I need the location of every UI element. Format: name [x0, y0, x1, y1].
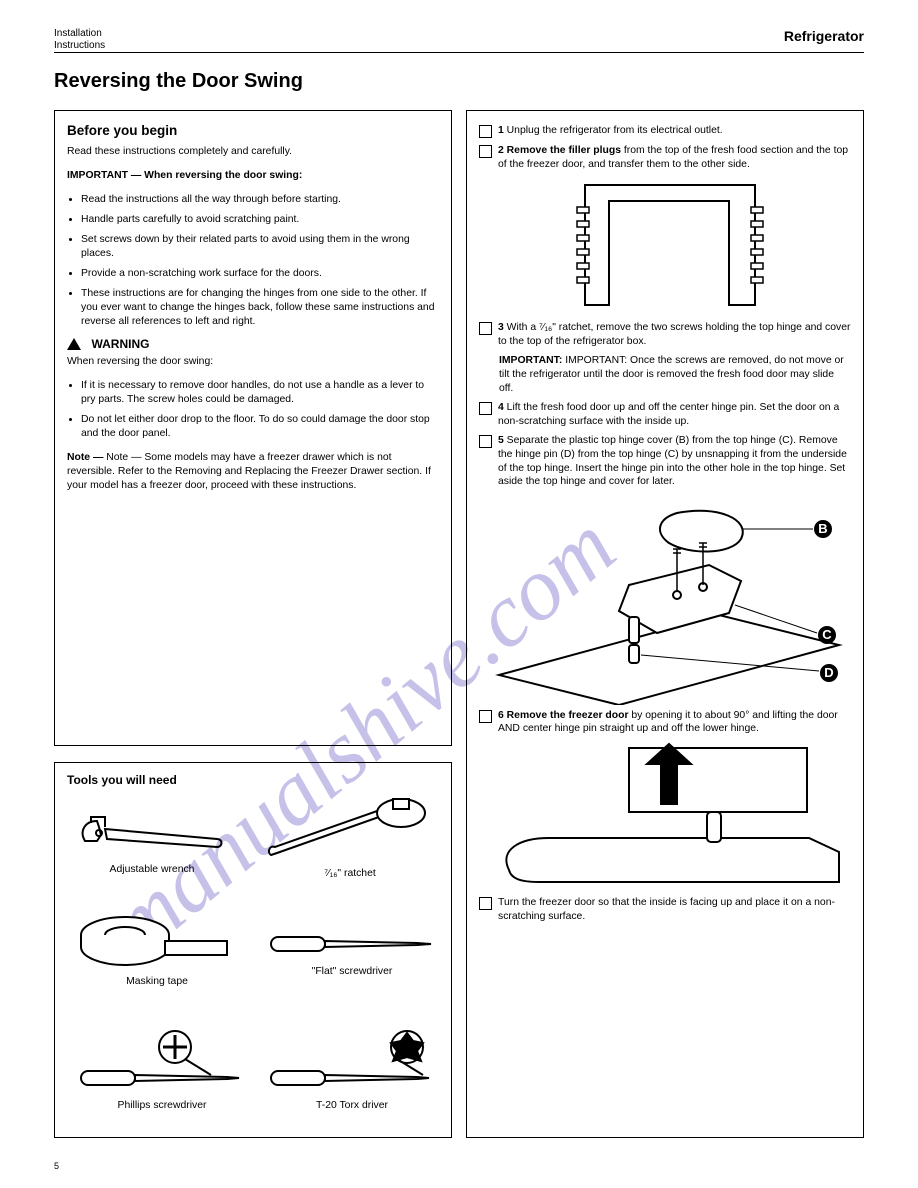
step-num: 4: [498, 402, 507, 413]
fig-remove-freezer-door: [479, 742, 849, 892]
ratchet-icon: [265, 793, 435, 863]
warning-icon: [67, 338, 81, 350]
tools-title: Tools you will need: [67, 773, 439, 787]
tool-label: Adjustable wrench: [77, 863, 227, 876]
flat-screwdriver-icon: [267, 927, 437, 961]
tools-box: Tools you will need Adjustable wrench: [54, 762, 452, 1138]
header-left: Installation Instructions: [54, 28, 864, 52]
checkbox-icon: [479, 125, 492, 138]
checkbox-icon: [479, 322, 492, 335]
checkbox-icon: [479, 710, 492, 723]
step-text: Turn the freezer door so that the inside…: [498, 896, 851, 923]
step-body: Turn the freezer door so that the inside…: [498, 897, 835, 922]
masking-tape-icon: [77, 911, 237, 971]
step-body: Separate the plastic top hinge cover (B)…: [498, 435, 847, 487]
label-D: D: [824, 665, 833, 680]
important-lead: IMPORTANT — When reversing the door swin…: [67, 169, 439, 183]
section-title: Reversing the Door Swing: [54, 70, 303, 92]
step-text: 6 Remove the freezer door by opening it …: [498, 709, 851, 736]
tool-label: Phillips screwdriver: [77, 1099, 247, 1112]
bullet: These instructions are for changing the …: [81, 287, 439, 329]
step-heading: Remove the freezer door: [507, 710, 632, 721]
intro-bullets: Read the instructions all the way throug…: [67, 193, 439, 329]
step-num: 5: [498, 435, 507, 446]
step-num: 6: [498, 710, 507, 721]
step-num: 3: [498, 322, 507, 333]
header-left-l1: Installation: [54, 28, 102, 39]
bullet: Set screws down by their related parts t…: [81, 233, 439, 261]
tool-masking-tape: Masking tape: [77, 907, 237, 988]
label-B: B: [818, 521, 827, 536]
step-num: 1: [498, 125, 507, 136]
warning-bullets: If it is necessary to remove door handle…: [67, 379, 439, 441]
step-6: 6 Remove the freezer door by opening it …: [479, 709, 851, 736]
step-text: 2 Remove the filler plugs from the top o…: [498, 144, 851, 171]
important-bold: IMPORTANT — When reversing the door swin…: [67, 170, 302, 181]
checkbox-icon: [479, 897, 492, 910]
bullet: Provide a non-scratching work surface fo…: [81, 267, 439, 281]
left-box-intro: Before you begin Read these instructions…: [54, 110, 452, 746]
step-1: 1 Unplug the refrigerator from its elect…: [479, 124, 851, 138]
step-heading: Remove the filler plugs: [507, 145, 624, 156]
tools-grid: Adjustable wrench ⁷⁄₁₆" ratchet: [67, 795, 439, 1115]
checkbox-icon: [479, 435, 492, 448]
step-body: With a ⁷⁄₁₆" ratchet, remove the two scr…: [498, 322, 850, 347]
bullet: Handle parts carefully to avoid scratchi…: [81, 213, 439, 227]
bullet: If it is necessary to remove door handle…: [81, 379, 439, 407]
step-text: 4 Lift the fresh food door up and off th…: [498, 401, 851, 428]
page-number: 5: [54, 1161, 59, 1172]
before-title: Before you begin: [67, 123, 439, 139]
warning-title: WARNING: [91, 337, 149, 351]
step-body: Lift the fresh food door up and off the …: [498, 402, 839, 427]
header-left-l2: Instructions: [54, 40, 105, 51]
step-3: 3 With a ⁷⁄₁₆" ratchet, remove the two s…: [479, 321, 851, 348]
page: manualshive.com Installation Instruction…: [0, 0, 918, 1188]
bullet: Read the instructions all the way throug…: [81, 193, 439, 207]
tool-label: "Flat" screwdriver: [267, 965, 437, 978]
step-text: 1 Unplug the refrigerator from its elect…: [498, 124, 723, 138]
step-text: 5 Separate the plastic top hinge cover (…: [498, 434, 851, 488]
note-b: Note — Note — Some models may have a fre…: [67, 451, 439, 493]
tool-adjustable-wrench: Adjustable wrench: [77, 799, 227, 876]
fig-top-hinge: B C D: [479, 495, 849, 705]
warning-lead: When reversing the door swing:: [67, 355, 439, 369]
tool-label: ⁷⁄₁₆" ratchet: [265, 867, 435, 880]
bullet: Do not let either door drop to the floor…: [81, 413, 439, 441]
tool-torx: T-20 Torx driver: [267, 1025, 437, 1112]
tool-flat-screwdriver: "Flat" screwdriver: [267, 923, 437, 978]
step-num: 2: [498, 145, 507, 156]
checkbox-icon: [479, 145, 492, 158]
header-right: Refrigerator: [784, 28, 864, 44]
adjustable-wrench-icon: [77, 803, 227, 859]
note-b-text: Note — Some models may have a freezer dr…: [67, 452, 431, 491]
phillips-icon: [77, 1029, 247, 1095]
step3-important: IMPORTANT: IMPORTANT: Once the screws ar…: [499, 354, 851, 395]
tool-phillips: Phillips screwdriver: [77, 1025, 247, 1112]
checkbox-icon: [479, 402, 492, 415]
label-C: C: [822, 627, 832, 642]
tool-label: T-20 Torx driver: [267, 1099, 437, 1112]
step-4: 4 Lift the fresh food door up and off th…: [479, 401, 851, 428]
step-7: Turn the freezer door so that the inside…: [479, 896, 851, 923]
warning-row: WARNING: [67, 335, 439, 353]
step-body: Unplug the refrigerator from its electri…: [507, 125, 723, 136]
fig-filler-plugs: [485, 177, 855, 317]
intro-text: Read these instructions completely and c…: [67, 145, 439, 159]
tool-label: Masking tape: [77, 975, 237, 988]
step-5: 5 Separate the plastic top hinge cover (…: [479, 434, 851, 488]
step-2: 2 Remove the filler plugs from the top o…: [479, 144, 851, 171]
step-text: 3 With a ⁷⁄₁₆" ratchet, remove the two s…: [498, 321, 851, 348]
torx-icon: [267, 1029, 437, 1095]
right-box-steps: 1 Unplug the refrigerator from its elect…: [466, 110, 864, 1138]
header-rule: [54, 52, 864, 53]
tool-ratchet: ⁷⁄₁₆" ratchet: [265, 789, 435, 880]
